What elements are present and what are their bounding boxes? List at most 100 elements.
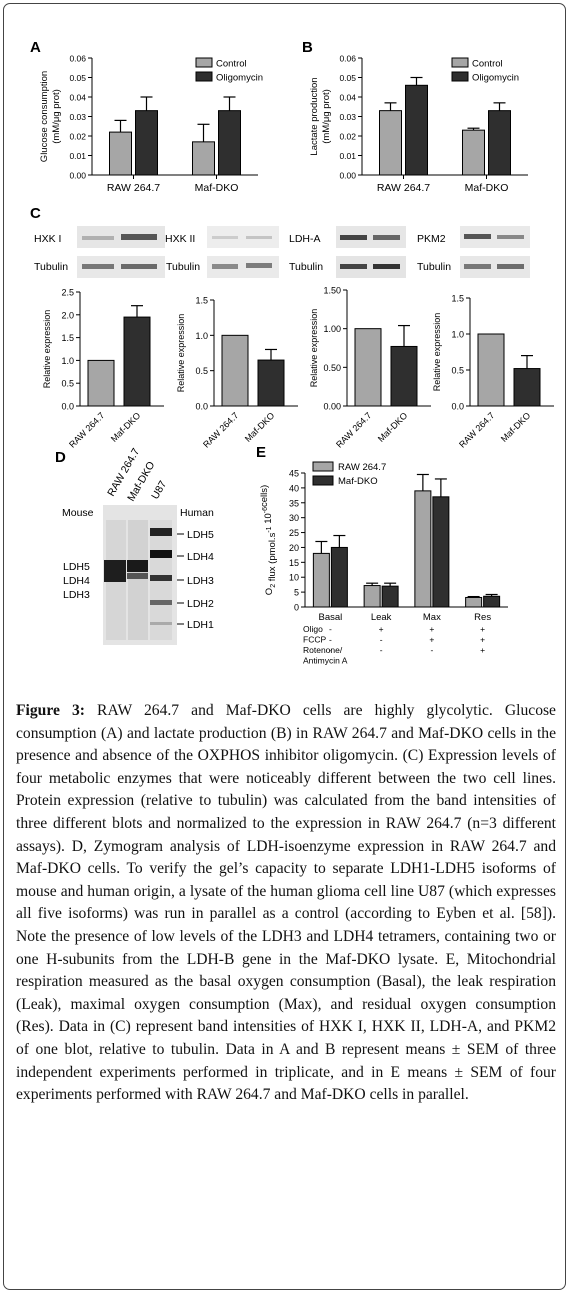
band (246, 236, 272, 239)
bar (221, 334, 249, 407)
bar (414, 490, 432, 608)
treatment-mark: + (429, 624, 434, 634)
y-tick-label: 0.02 (69, 132, 86, 142)
y-axis-label: (mM/μg prot) (51, 89, 62, 144)
x-tick-label: Basal (318, 612, 342, 623)
y-tick-label: 0.5 (451, 366, 464, 376)
band (150, 528, 172, 536)
y-tick-label: 0.0 (61, 402, 74, 412)
x-tick-label: RAW 264.7 (201, 410, 240, 449)
treatment-mark: - (329, 645, 332, 655)
bar (390, 345, 418, 407)
bar (135, 110, 158, 176)
legend-label: Control (216, 59, 247, 70)
x-tick-label: Leak (371, 612, 392, 623)
figure-3: A B C D E HXK I Tubulin HXK II Tubulin L… (30, 39, 554, 666)
y-tick-label: 0.5 (61, 379, 74, 389)
x-tick-label: Maf-DKO (243, 410, 277, 444)
y-tick-label: 0.01 (339, 151, 356, 161)
y-tick-label: 20 (289, 543, 299, 553)
y-tick-label: 0.03 (69, 112, 86, 122)
band (104, 560, 126, 582)
y-axis-label: Lactate production (309, 77, 320, 155)
band (127, 573, 148, 579)
blot-label-pkm2: PKM2 (417, 233, 446, 245)
treatment-mark: - (380, 645, 383, 655)
y-tick-label: 2.0 (61, 310, 74, 320)
y-axis-label-part: -1 (266, 526, 273, 532)
treatment-label: FCCP (303, 635, 326, 645)
left-label-ldh3: LDH3 (63, 589, 90, 601)
legend-label: RAW 264.7 (338, 462, 386, 473)
blot-label-hxk2: HXK II (165, 233, 195, 245)
band (340, 264, 367, 269)
y-tick-label: 15 (289, 558, 299, 568)
band (246, 263, 272, 268)
band (82, 264, 114, 269)
legend-swatch (195, 57, 213, 68)
y-tick-label: 0.5 (195, 366, 208, 376)
treatment-mark: - (380, 635, 383, 645)
blot-label-tubulin: Tubulin (289, 261, 323, 273)
y-axis-label-part: flux (pmol.s (267, 532, 278, 583)
band (373, 235, 400, 240)
y-tick-label: 35 (289, 498, 299, 508)
treatment-mark: + (429, 635, 434, 645)
x-tick-label: RAW 264.7 (457, 410, 496, 449)
legend-swatch (451, 71, 469, 82)
zymogram: RAW 264.7 Maf-DKO U87 Mouse Human LDH5 L… (62, 446, 214, 645)
band (464, 264, 491, 269)
y-tick-label: 1.0 (195, 331, 208, 341)
y-axis-label-part: -6 (262, 507, 269, 513)
panel-letter-d: D (55, 449, 66, 466)
band (150, 600, 172, 605)
y-axis-label: Relative expression (176, 314, 186, 393)
panel-letter-c: C (30, 205, 41, 222)
figure-caption: Figure 3: RAW 264.7 and Maf-DKO cells ar… (16, 700, 556, 1107)
y-tick-label: 40 (289, 483, 299, 493)
bar (330, 546, 348, 608)
blot-hxk2 (207, 226, 279, 248)
band (150, 622, 172, 625)
band (121, 234, 157, 240)
y-tick-label: 0.0 (195, 402, 208, 412)
y-tick-label: 1.0 (61, 356, 74, 366)
band (127, 560, 148, 572)
y-tick-label: 0.00 (323, 402, 341, 412)
treatment-mark: + (480, 635, 485, 645)
legend-swatch (312, 461, 334, 472)
bar (488, 110, 511, 176)
bar (381, 585, 399, 608)
blot-label-tubulin: Tubulin (417, 261, 451, 273)
y-tick-label: 0.06 (69, 54, 86, 64)
bar (218, 110, 241, 176)
bar (123, 316, 151, 407)
band (464, 234, 491, 239)
left-label-ldh4: LDH4 (63, 575, 90, 587)
figure-frame (3, 3, 566, 1290)
right-ticks (177, 533, 184, 625)
legend-swatch (451, 57, 469, 68)
y-tick-label: 1.5 (195, 296, 208, 306)
treatment-mark: - (329, 624, 332, 634)
bar (483, 595, 501, 608)
y-tick-label: 10 (289, 573, 299, 583)
left-label-ldh5: LDH5 (63, 561, 90, 573)
caption-text: RAW 264.7 and Maf-DKO cells are highly g… (16, 702, 556, 1104)
band (340, 235, 367, 240)
treatment-label: Oligo (303, 624, 323, 634)
x-tick-label: RAW 264.7 (67, 410, 106, 449)
y-axis-label: Relative expression (432, 313, 442, 392)
blot-label-hxk1: HXK I (34, 233, 61, 245)
x-tick-label: Maf-DKO (195, 182, 239, 194)
blot-label-ldha: LDH-A (289, 233, 321, 245)
bar (432, 496, 450, 608)
y-axis-label: (mM/μg prot) (321, 89, 332, 144)
bar (405, 84, 428, 176)
blot-pkm2 (460, 226, 530, 248)
y-axis-label-part: cells) (259, 485, 270, 507)
y-axis-label: Glucose consumption (39, 71, 50, 162)
blot-tubulin (207, 256, 279, 278)
western-blots: HXK I Tubulin HXK II Tubulin LDH-A Tubul… (34, 226, 530, 278)
chart-oxygen-flux: 0 5 10 15 20 25 30 35 40 45 Basal Leak Max Res RAW 264… (259, 461, 508, 666)
